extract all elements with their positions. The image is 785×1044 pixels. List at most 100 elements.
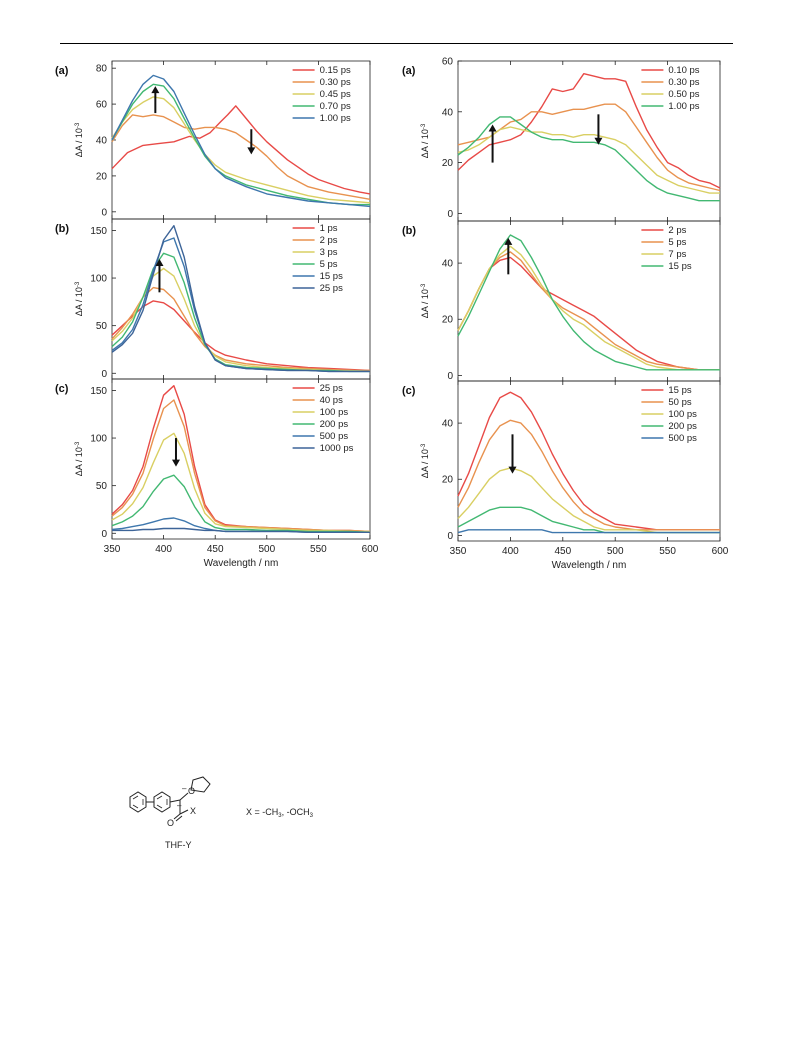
series-line [457,103,721,192]
y-tick-label: 80 [96,64,108,75]
c-x-bond [179,809,189,815]
atom-o-carbonyl: O [167,818,174,828]
legend-label: 0.30 ps [320,77,351,88]
series-line [111,399,371,533]
carbonyl-bond [173,813,181,820]
y-tick-label: 50 [96,321,108,332]
legend-label: 100 ps [668,409,697,420]
series-line [457,506,720,534]
legend-label: 0.10 ps [668,65,699,76]
series-line [111,105,371,195]
y-tick-label: 0 [101,369,107,380]
atom-o-ring: O [188,786,195,796]
x-tick-label: 450 [554,546,571,557]
series-line [111,224,370,373]
plot-frame [457,380,721,542]
series-line [111,286,370,372]
y-tick-label: 0 [447,371,453,382]
double-bond [132,804,139,809]
double-bond [132,795,139,800]
y-tick-label: 100 [90,274,107,285]
x-definition: X = -CH3, -OCH3 [246,807,314,819]
panel-0: 0 20 40 60 80 ΔA / 10-3 (a) 0.15 ps0.30 ps0.45 … [55,60,371,220]
trend-arrow-head [594,137,603,145]
legend-label: 500 ps [320,431,349,442]
y-tick-label: 0 [447,531,453,542]
y-tick-label: 40 [442,107,454,118]
x-tick-label: 350 [450,546,467,557]
legend-label: 0.45 ps [320,89,351,100]
phenyl-ring-right [153,791,171,813]
chemical-structure: O O X – – THF-Y X = -CH3, -OCH3 [129,776,314,850]
x-tick-label: 400 [502,546,519,557]
legend-label: 500 ps [668,433,697,444]
x-tick-label: 350 [104,544,121,555]
y-tick-label: 50 [96,481,108,492]
series-line [111,237,370,373]
legend-label: 1000 ps [320,443,354,454]
y-tick-label: 0 [101,207,107,218]
legend-label: 15 ps [668,385,691,396]
y-tick-label: 40 [96,136,108,147]
series-line [457,116,720,202]
y-axis-label: ΔA / 10-3 [420,123,430,158]
y-tick-label: 0 [447,209,453,220]
y-tick-label: 20 [442,158,454,169]
y-tick-label: 20 [96,171,108,182]
legend-label: 2 ps [320,235,338,246]
x-tick-label: 600 [712,546,729,557]
y-tick-label: 0 [101,529,107,540]
c-thf-bond [179,792,189,801]
series-line [112,527,370,533]
panel-label: (c) [402,385,416,397]
legend-label: 200 ps [320,419,349,430]
series-line [457,72,721,189]
y-tick-label: 40 [442,259,454,270]
legend-label: 0.70 ps [320,101,351,112]
legend-label: 15 ps [320,271,343,282]
legend-label: 200 ps [668,421,697,432]
double-bond [156,804,163,809]
legend-label: 25 ps [320,383,343,394]
series-line [457,391,720,531]
series-line [111,83,370,206]
y-tick-label: 20 [442,315,454,326]
legend-label: 0.30 ps [668,77,699,88]
y-tick-label: 20 [442,475,454,486]
panel-2: 0 50 100 150 ΔA / 10-3 (c) 350 400 450 500 550 600 W… [55,378,379,569]
x-tick-label: 550 [310,544,327,555]
legend-label: 15 ps [668,261,691,272]
x-tick-label: 600 [362,544,379,555]
trend-arrow-head [247,147,256,155]
series-line [111,474,371,533]
trend-arrow-head [171,459,180,467]
series-line [457,126,720,194]
trend-arrow-head [488,124,497,132]
trend-arrow-head [504,237,513,245]
series-line [457,529,720,534]
series-line [457,467,720,534]
legend-label: 40 ps [320,395,343,406]
x-tick-label: 400 [155,544,172,555]
y-axis-label: ΔA / 10-3 [74,281,84,316]
series-line [111,114,371,200]
y-axis-label: ΔA / 10-3 [420,443,430,478]
series-line [457,234,720,371]
thf-ring [190,776,211,793]
panel-label: (c) [55,383,69,395]
minus-charge-oxygen: – [182,784,187,793]
panel-5: 0 20 40 ΔA / 10-3 (c) 350 400 450 500 550 600 Wavel… [402,380,729,571]
y-tick-label: 60 [96,100,108,111]
series-line [457,245,720,371]
y-tick-label: 150 [90,386,107,397]
y-tick-label: 100 [90,434,107,445]
minus-charge-carbon: – [177,801,182,810]
x-axis-label: Wavelength / nm [204,558,279,569]
plot-frame [111,378,371,540]
series-line [111,74,371,208]
legend-label: 0.15 ps [320,65,351,76]
legend-label: 3 ps [320,247,338,258]
trend-arrow-head [151,86,160,94]
